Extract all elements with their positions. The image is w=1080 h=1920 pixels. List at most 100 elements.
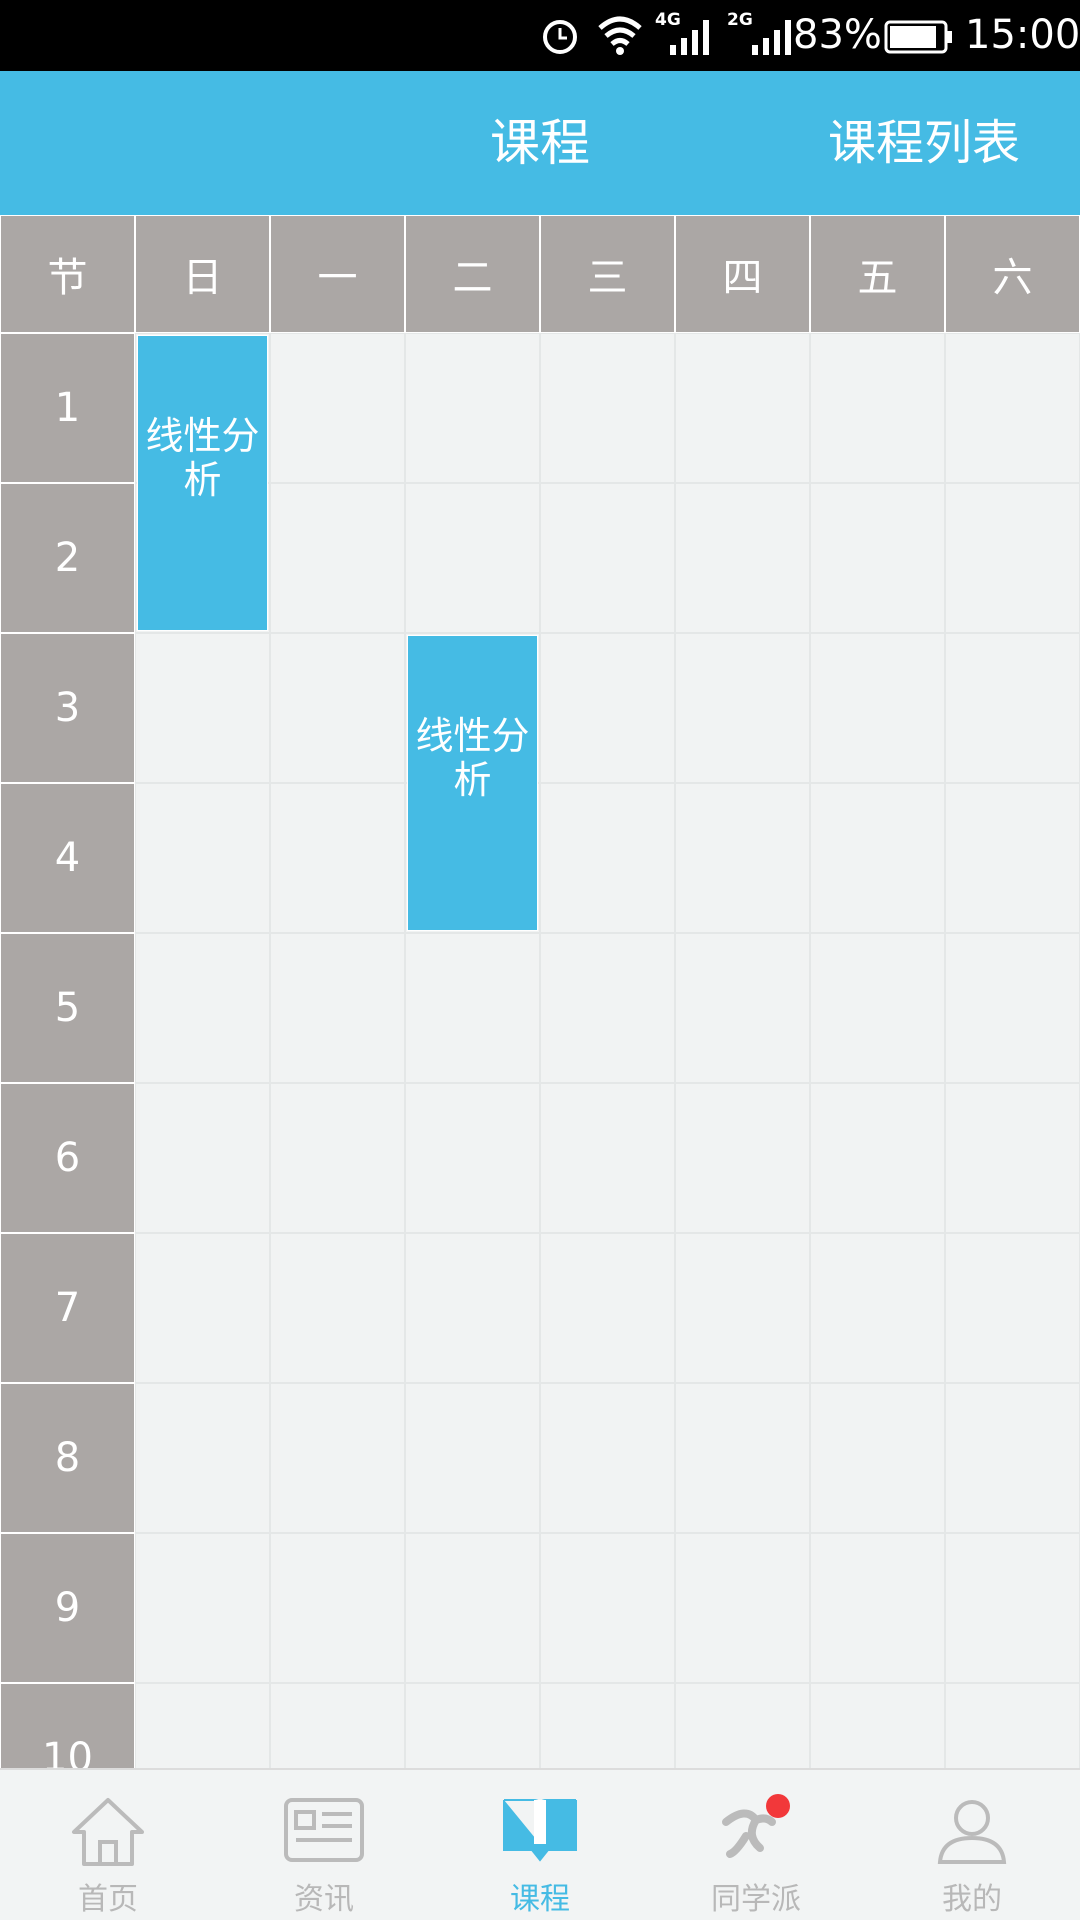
empty-slot[interactable] [540, 1533, 675, 1683]
empty-slot[interactable] [405, 1533, 540, 1683]
empty-slot[interactable] [540, 783, 675, 933]
period-label: 3 [0, 633, 135, 783]
day-header: 六 [945, 215, 1080, 333]
empty-slot[interactable] [810, 1233, 945, 1383]
empty-slot[interactable] [135, 633, 270, 783]
empty-slot[interactable] [135, 1533, 270, 1683]
empty-slot[interactable] [540, 1083, 675, 1233]
empty-slot[interactable] [540, 483, 675, 633]
day-header: 五 [810, 215, 945, 333]
nav-item[interactable]: 课程 [432, 1770, 648, 1920]
empty-slot[interactable] [270, 1383, 405, 1533]
empty-slot[interactable] [675, 783, 810, 933]
status-icons [543, 16, 952, 55]
day-header: 日 [135, 215, 270, 333]
nav-icon [937, 1800, 1007, 1864]
empty-slot[interactable] [810, 1383, 945, 1533]
empty-slot[interactable] [135, 1233, 270, 1383]
empty-slot[interactable] [270, 783, 405, 933]
empty-slot[interactable] [810, 1533, 945, 1683]
empty-slot[interactable] [540, 1683, 675, 1768]
bottom-nav: 首页 资讯 课程 同学派 我的 [0, 1768, 1080, 1920]
period-label: 7 [0, 1233, 135, 1383]
nav-item[interactable]: 资讯 [216, 1770, 432, 1920]
empty-slot[interactable] [270, 1683, 405, 1768]
nav-item[interactable]: 同学派 [648, 1770, 864, 1920]
empty-slot[interactable] [540, 1233, 675, 1383]
day-header: 四 [675, 215, 810, 333]
empty-slot[interactable] [810, 1683, 945, 1768]
empty-slot[interactable] [675, 333, 810, 483]
empty-slot[interactable] [405, 1383, 540, 1533]
empty-slot[interactable] [675, 633, 810, 783]
empty-slot[interactable] [270, 1233, 405, 1383]
day-header: 三 [540, 215, 675, 333]
empty-slot[interactable] [135, 1083, 270, 1233]
empty-slot[interactable] [540, 333, 675, 483]
empty-slot[interactable] [945, 783, 1080, 933]
empty-slot[interactable] [945, 633, 1080, 783]
empty-slot[interactable] [270, 633, 405, 783]
empty-slot[interactable] [405, 933, 540, 1083]
empty-slot[interactable] [540, 933, 675, 1083]
empty-slot[interactable] [135, 1683, 270, 1768]
empty-slot[interactable] [675, 483, 810, 633]
empty-slot[interactable] [405, 1233, 540, 1383]
empty-slot[interactable] [945, 1083, 1080, 1233]
empty-slot[interactable] [405, 483, 540, 633]
empty-slot[interactable] [945, 933, 1080, 1083]
period-label: 5 [0, 933, 135, 1083]
empty-slot[interactable] [135, 783, 270, 933]
empty-slot[interactable] [945, 1383, 1080, 1533]
empty-slot[interactable] [675, 933, 810, 1083]
empty-slot[interactable] [810, 933, 945, 1083]
empty-slot[interactable] [135, 1383, 270, 1533]
battery-level: 83% [793, 12, 882, 58]
nav-item[interactable]: 首页 [0, 1770, 216, 1920]
nav-label: 资讯 [294, 1882, 354, 1917]
empty-slot[interactable] [270, 933, 405, 1083]
empty-slot[interactable] [945, 333, 1080, 483]
empty-slot[interactable] [810, 333, 945, 483]
empty-slot[interactable] [270, 1533, 405, 1683]
nav-icon [722, 1794, 790, 1858]
page-title: 课程 [490, 114, 590, 172]
nav-label: 课程 [510, 1882, 570, 1917]
empty-slot[interactable] [405, 333, 540, 483]
course-list-button[interactable]: 课程列表 [827, 115, 1020, 171]
empty-slot[interactable] [675, 1683, 810, 1768]
empty-slot[interactable] [810, 1083, 945, 1233]
empty-slot[interactable] [945, 1533, 1080, 1683]
empty-slot[interactable] [405, 1683, 540, 1768]
empty-slot[interactable] [135, 933, 270, 1083]
nav-item[interactable]: 我的 [864, 1770, 1080, 1920]
empty-slot[interactable] [540, 1383, 675, 1533]
app-bar: 课程 课程列表 [0, 71, 1080, 215]
period-label: 2 [0, 483, 135, 633]
timetable: 节日一二三四五六 1 2 3 4 5 6 7 8 9 10 线性分析 线性分析 [0, 215, 1080, 1768]
network-label: 4G [655, 10, 681, 30]
period-label: 6 [0, 1083, 135, 1233]
network-label: 2G [727, 10, 753, 30]
nav-label: 我的 [942, 1882, 1002, 1917]
course-block[interactable]: 线性分析 [137, 335, 268, 631]
empty-slot[interactable] [675, 1383, 810, 1533]
empty-slot[interactable] [810, 483, 945, 633]
empty-slot[interactable] [945, 1683, 1080, 1768]
empty-slot[interactable] [945, 1233, 1080, 1383]
empty-slot[interactable] [810, 783, 945, 933]
empty-slot[interactable] [270, 483, 405, 633]
corner-header: 节 [0, 215, 135, 333]
empty-slot[interactable] [675, 1533, 810, 1683]
empty-slot[interactable] [270, 1083, 405, 1233]
empty-slot[interactable] [270, 333, 405, 483]
course-block[interactable]: 线性分析 [407, 635, 538, 931]
empty-slot[interactable] [810, 633, 945, 783]
nav-icon [284, 1798, 364, 1862]
empty-slot[interactable] [540, 633, 675, 783]
empty-slot[interactable] [405, 1083, 540, 1233]
empty-slot[interactable] [675, 1083, 810, 1233]
empty-slot[interactable] [675, 1233, 810, 1383]
empty-slot[interactable] [945, 483, 1080, 633]
